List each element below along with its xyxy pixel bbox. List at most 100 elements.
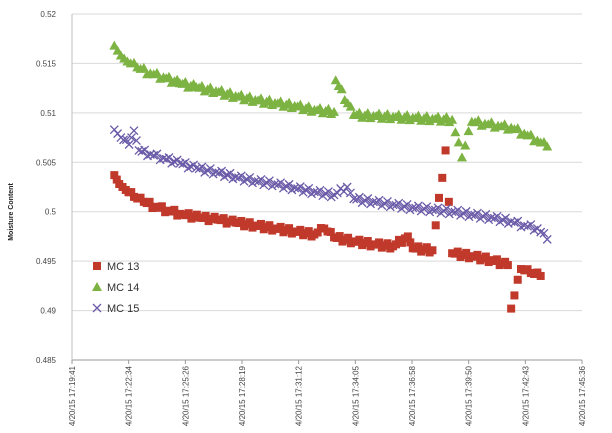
data-point-fill xyxy=(492,255,501,264)
x-tick-label: 4/20/15 17:36:58 xyxy=(408,365,417,426)
data-point xyxy=(349,194,359,204)
data-point-fill xyxy=(326,192,336,202)
data-point-fill xyxy=(323,187,333,197)
data-point-fill xyxy=(510,291,519,300)
data-point-fill xyxy=(413,201,423,211)
data-point-fill xyxy=(405,205,415,215)
x-tick-label: 4/20/15 17:34:05 xyxy=(351,365,360,426)
data-point-fill xyxy=(172,74,183,84)
data-point-fill xyxy=(161,208,170,217)
legend-marker xyxy=(92,282,102,291)
series-mc-13 xyxy=(110,146,545,313)
data-point-fill xyxy=(538,137,549,147)
data-point-fill xyxy=(186,162,196,172)
data-point-fill xyxy=(492,211,502,221)
data-point-fill xyxy=(287,185,297,195)
data-point-fill xyxy=(228,215,237,224)
data-point-fill xyxy=(346,239,355,248)
data-point-fill xyxy=(264,176,274,186)
data-point-fill xyxy=(363,237,372,246)
data-point-fill xyxy=(210,212,219,221)
legend-label: MC 13 xyxy=(107,261,139,273)
data-point-fill xyxy=(248,178,257,188)
data-point-fill xyxy=(499,119,510,129)
data-point-fill xyxy=(345,101,356,111)
y-tick-label: 0.52 xyxy=(40,10,56,19)
data-point xyxy=(110,171,119,180)
data-point-fill xyxy=(533,268,542,277)
data-point-fill xyxy=(137,146,147,156)
data-point-fill xyxy=(513,216,523,226)
data-point-fill xyxy=(189,160,199,170)
data-point-fill xyxy=(501,257,510,266)
data-point-fill xyxy=(178,159,188,169)
x-tick-label: 4/20/15 17:45:36 xyxy=(578,365,587,426)
data-point-fill xyxy=(161,154,171,164)
data-point xyxy=(342,182,352,192)
data-point-fill xyxy=(172,155,182,165)
data-point-fill xyxy=(219,214,228,223)
data-point-fill xyxy=(422,202,432,212)
data-point-fill xyxy=(151,67,162,77)
data-point-fill xyxy=(225,168,235,178)
data-point-fill xyxy=(315,185,325,195)
data-point-fill xyxy=(444,197,453,206)
data-point-fill xyxy=(425,248,434,257)
data-point-fill xyxy=(463,126,474,136)
data-point-fill xyxy=(484,258,493,267)
data-point-fill xyxy=(425,207,435,217)
data-point-fill xyxy=(265,221,274,230)
data-point-fill xyxy=(400,234,409,243)
data-point-fill xyxy=(523,265,532,274)
data-point-fill xyxy=(180,157,190,167)
data-point-fill xyxy=(295,182,305,192)
data-point-fill xyxy=(131,136,141,145)
data-point-fill xyxy=(383,197,392,206)
data-point-fill xyxy=(245,218,254,227)
data-point-fill xyxy=(431,221,440,230)
data-point-fill xyxy=(205,164,215,174)
data-point-fill xyxy=(335,232,344,241)
data-point-fill xyxy=(444,117,455,127)
data-point-fill xyxy=(435,193,444,202)
x-tick-label: 4/20/15 17:31:12 xyxy=(295,365,304,426)
data-point-fill xyxy=(344,233,353,242)
y-tick-label: 0.51 xyxy=(40,109,56,118)
legend-label: MC 14 xyxy=(107,282,139,294)
data-point xyxy=(456,152,467,162)
data-point-fill xyxy=(339,186,349,196)
data-point-fill xyxy=(285,224,294,233)
data-point-fill xyxy=(375,238,384,247)
x-tick-label: 4/20/15 17:25:26 xyxy=(181,365,190,426)
legend-marker xyxy=(92,303,102,313)
data-point-fill xyxy=(355,235,364,244)
data-point-fill xyxy=(481,209,491,219)
data-point-fill xyxy=(157,202,166,211)
data-point-fill xyxy=(461,206,471,216)
data-point-fill xyxy=(287,229,296,238)
series-mc-14 xyxy=(109,40,553,162)
data-point-fill xyxy=(433,203,443,213)
data-point-fill xyxy=(539,228,549,238)
data-point-fill xyxy=(453,205,463,215)
data-point xyxy=(129,126,139,136)
data-point-fill xyxy=(148,204,157,213)
data-point-fill xyxy=(453,137,464,147)
data-point-fill xyxy=(307,189,317,199)
data-point-fill xyxy=(402,199,412,209)
data-point-fill xyxy=(276,178,286,188)
data-point-fill xyxy=(188,79,199,89)
data-point xyxy=(441,146,450,155)
data-point-fill xyxy=(183,163,193,173)
data-point-fill xyxy=(164,153,174,162)
data-point-fill xyxy=(502,124,513,134)
data-point-fill xyxy=(326,227,335,236)
data-point-fill xyxy=(473,115,484,125)
data-point-fill xyxy=(142,69,153,79)
y-tick-label: 0.515 xyxy=(36,59,57,68)
data-point-fill xyxy=(525,129,536,139)
data-point-fill xyxy=(140,145,150,155)
data-point-fill xyxy=(512,123,523,133)
data-point-fill xyxy=(354,192,364,202)
